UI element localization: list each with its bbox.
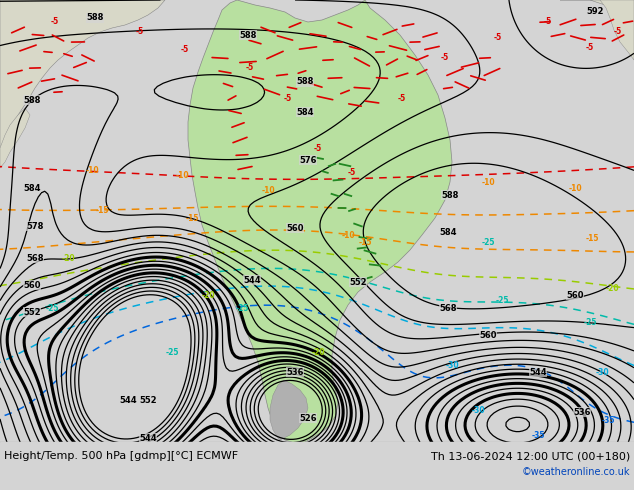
Text: -5: -5 xyxy=(136,27,144,36)
Point xyxy=(0,0,5,4)
Text: -25: -25 xyxy=(583,318,597,326)
Bar xyxy=(0,442,634,490)
Text: -15: -15 xyxy=(185,214,198,222)
Text: -35: -35 xyxy=(531,431,545,440)
Text: -10: -10 xyxy=(85,166,99,174)
Text: 552: 552 xyxy=(349,277,367,287)
Text: -30: -30 xyxy=(595,368,609,376)
Text: -20: -20 xyxy=(201,291,215,299)
Text: -5: -5 xyxy=(586,44,594,52)
Text: 560: 560 xyxy=(479,330,497,340)
Text: 552: 552 xyxy=(139,395,157,405)
Text: 584: 584 xyxy=(23,183,41,193)
Text: 544: 544 xyxy=(119,395,137,405)
Point xyxy=(0,0,5,4)
Text: -5: -5 xyxy=(494,33,502,43)
Text: 536: 536 xyxy=(573,408,591,416)
Text: -5: -5 xyxy=(544,18,552,26)
Text: -5: -5 xyxy=(284,94,292,102)
Text: 584: 584 xyxy=(439,227,456,237)
Text: -5: -5 xyxy=(614,27,622,36)
Text: -5: -5 xyxy=(181,46,189,54)
Text: -5: -5 xyxy=(51,18,59,26)
Text: -25: -25 xyxy=(495,295,508,304)
Text: -20: -20 xyxy=(61,253,75,263)
Text: 588: 588 xyxy=(239,30,257,40)
Text: -15: -15 xyxy=(585,234,598,243)
Polygon shape xyxy=(270,380,308,440)
Text: -15: -15 xyxy=(358,238,372,246)
Text: -35: -35 xyxy=(601,416,615,424)
Text: -25: -25 xyxy=(235,303,249,313)
Text: -30: -30 xyxy=(471,406,485,415)
Text: 560: 560 xyxy=(566,291,584,299)
Polygon shape xyxy=(0,0,165,150)
Text: 592: 592 xyxy=(586,7,604,17)
Text: -10: -10 xyxy=(261,186,275,195)
Text: 576: 576 xyxy=(299,155,317,165)
Text: Height/Temp. 500 hPa [gdmp][°C] ECMWF: Height/Temp. 500 hPa [gdmp][°C] ECMWF xyxy=(4,451,238,461)
Text: 588: 588 xyxy=(441,191,458,199)
Text: Th 13-06-2024 12:00 UTC (00+180): Th 13-06-2024 12:00 UTC (00+180) xyxy=(430,451,630,461)
Text: 552: 552 xyxy=(23,308,41,317)
Point xyxy=(0,0,5,4)
Text: -20: -20 xyxy=(605,284,619,293)
Polygon shape xyxy=(188,0,452,443)
Text: 568: 568 xyxy=(439,303,456,313)
Text: -25: -25 xyxy=(45,303,59,313)
Text: -25: -25 xyxy=(165,347,179,357)
Text: -5: -5 xyxy=(398,94,406,102)
Text: 588: 588 xyxy=(23,96,41,104)
Text: 584: 584 xyxy=(296,107,314,117)
Text: -10: -10 xyxy=(568,183,582,193)
Point xyxy=(0,0,5,4)
Text: 544: 544 xyxy=(139,434,157,442)
Point xyxy=(0,0,5,4)
Text: -5: -5 xyxy=(348,168,356,176)
Text: 588: 588 xyxy=(86,14,104,23)
Text: 526: 526 xyxy=(299,414,317,422)
Text: 560: 560 xyxy=(286,223,304,232)
Text: 544: 544 xyxy=(243,275,261,285)
Polygon shape xyxy=(0,108,30,168)
Polygon shape xyxy=(560,0,634,32)
Text: -10: -10 xyxy=(481,177,495,187)
Text: 578: 578 xyxy=(27,221,44,230)
Text: -5: -5 xyxy=(441,53,449,63)
Text: ©weatheronline.co.uk: ©weatheronline.co.uk xyxy=(522,467,630,477)
Point xyxy=(0,0,5,4)
Text: -20: -20 xyxy=(311,347,325,357)
Text: -5: -5 xyxy=(246,64,254,73)
Text: -30: -30 xyxy=(445,361,459,369)
Text: 560: 560 xyxy=(23,280,41,290)
Text: 544: 544 xyxy=(529,368,547,376)
Text: -10: -10 xyxy=(341,230,355,240)
Text: -25: -25 xyxy=(481,238,495,246)
Text: -15: -15 xyxy=(95,205,109,215)
Text: 588: 588 xyxy=(296,77,314,87)
Text: 536: 536 xyxy=(286,368,304,376)
Text: -5: -5 xyxy=(314,144,322,152)
Point xyxy=(0,0,5,4)
Text: 568: 568 xyxy=(26,253,44,263)
Text: -10: -10 xyxy=(175,171,189,179)
Polygon shape xyxy=(600,0,634,60)
